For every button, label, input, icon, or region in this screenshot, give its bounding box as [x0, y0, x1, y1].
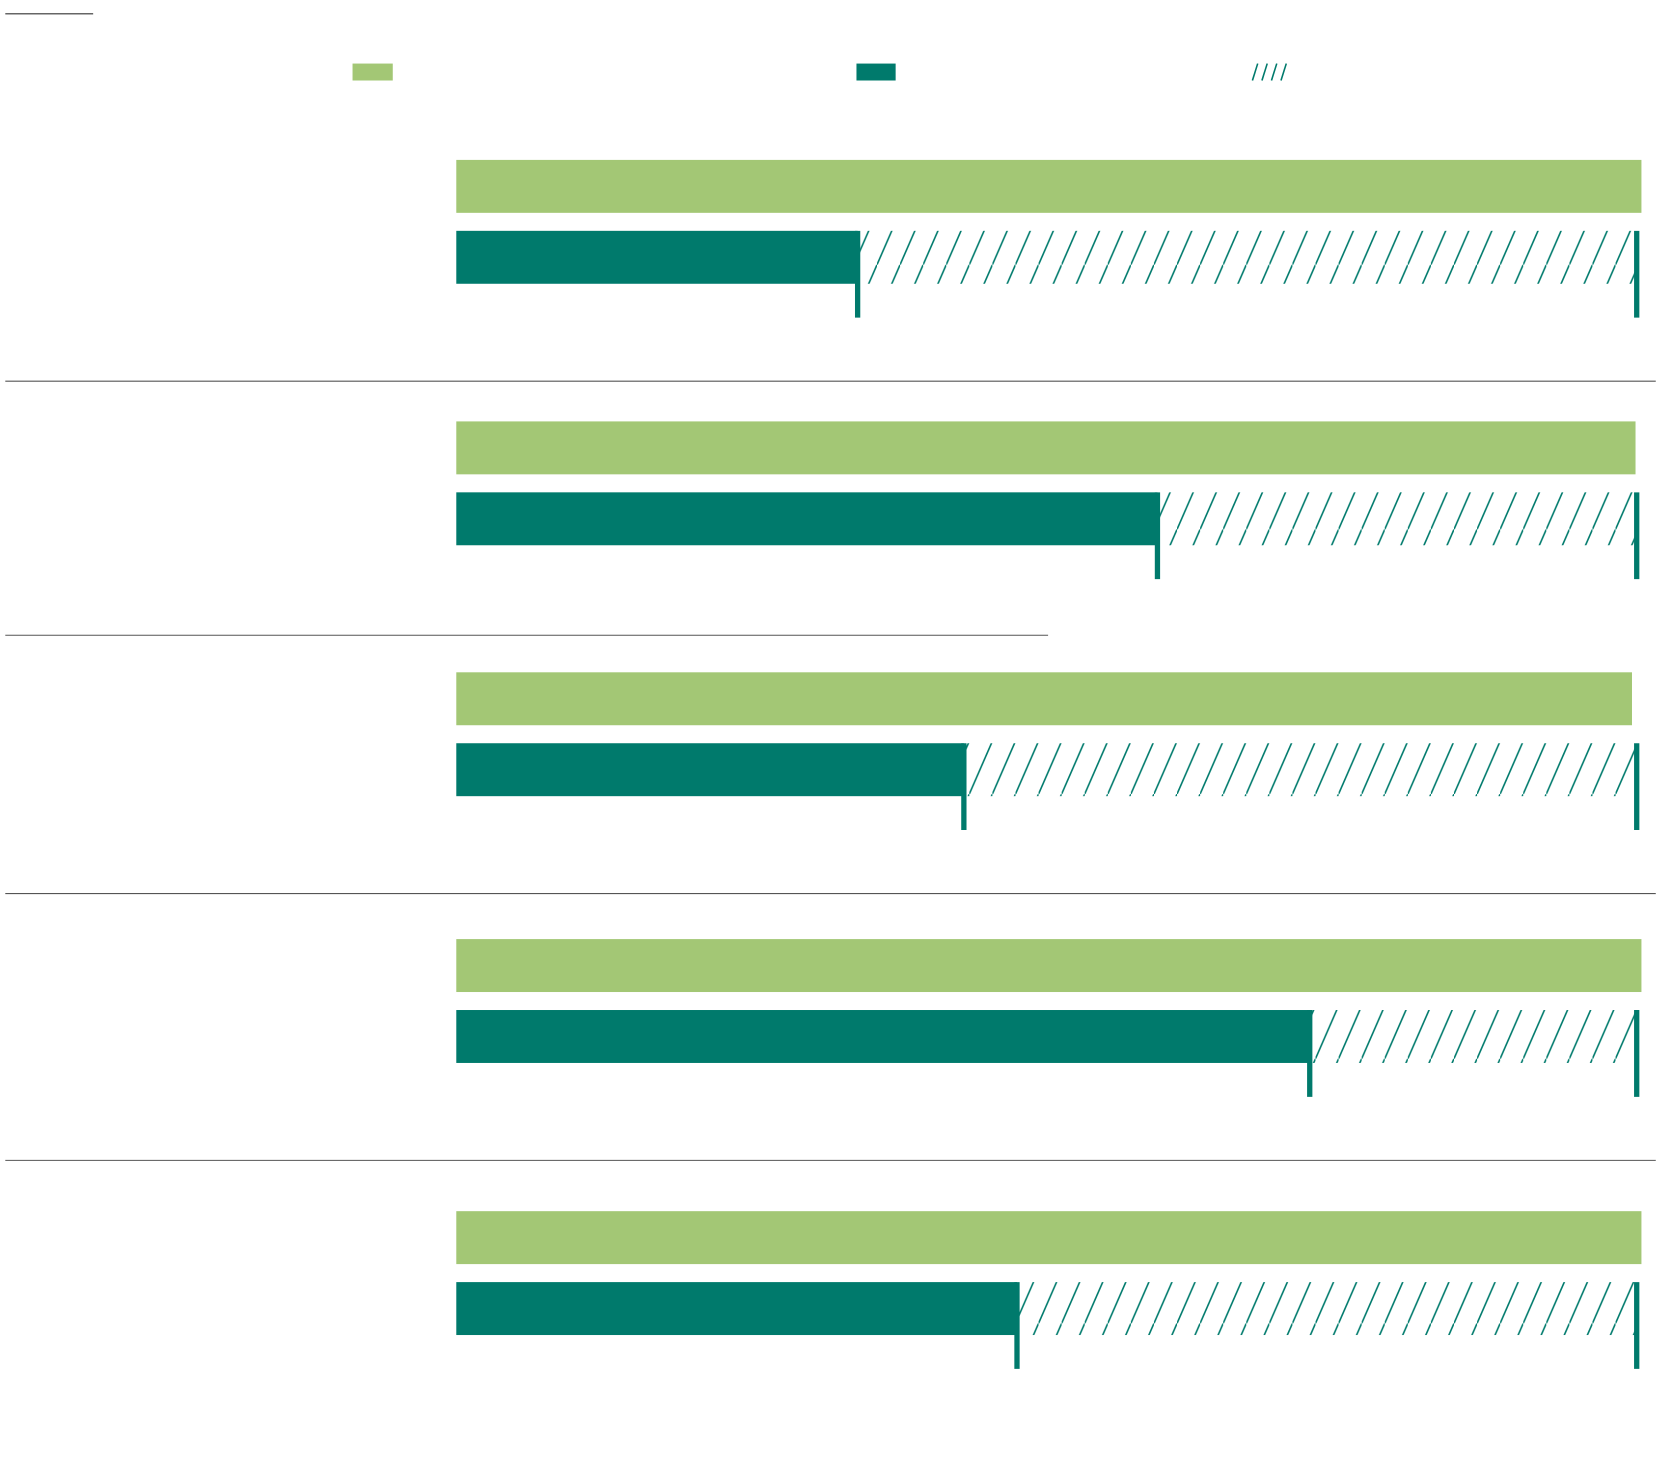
hatch-remainder: [1309, 1010, 1637, 1063]
hatch-remainder: [1016, 1282, 1637, 1336]
hatch-remainder: [857, 230, 1637, 284]
bar: [456, 1010, 1310, 1063]
bar: [456, 159, 1642, 213]
legend-swatch: [856, 63, 896, 81]
bar: [456, 1211, 1642, 1265]
bar: [456, 743, 964, 797]
bar: [456, 1282, 1017, 1336]
legend-swatch: [1251, 63, 1288, 81]
bar: [456, 672, 1632, 726]
bar: [456, 421, 1636, 475]
bar: [456, 939, 1642, 993]
bar: [456, 492, 1158, 546]
hatch-remainder: [1157, 492, 1637, 546]
bar: [456, 230, 858, 284]
hatch-remainder: [963, 743, 1637, 797]
legend-swatch: [352, 63, 393, 81]
